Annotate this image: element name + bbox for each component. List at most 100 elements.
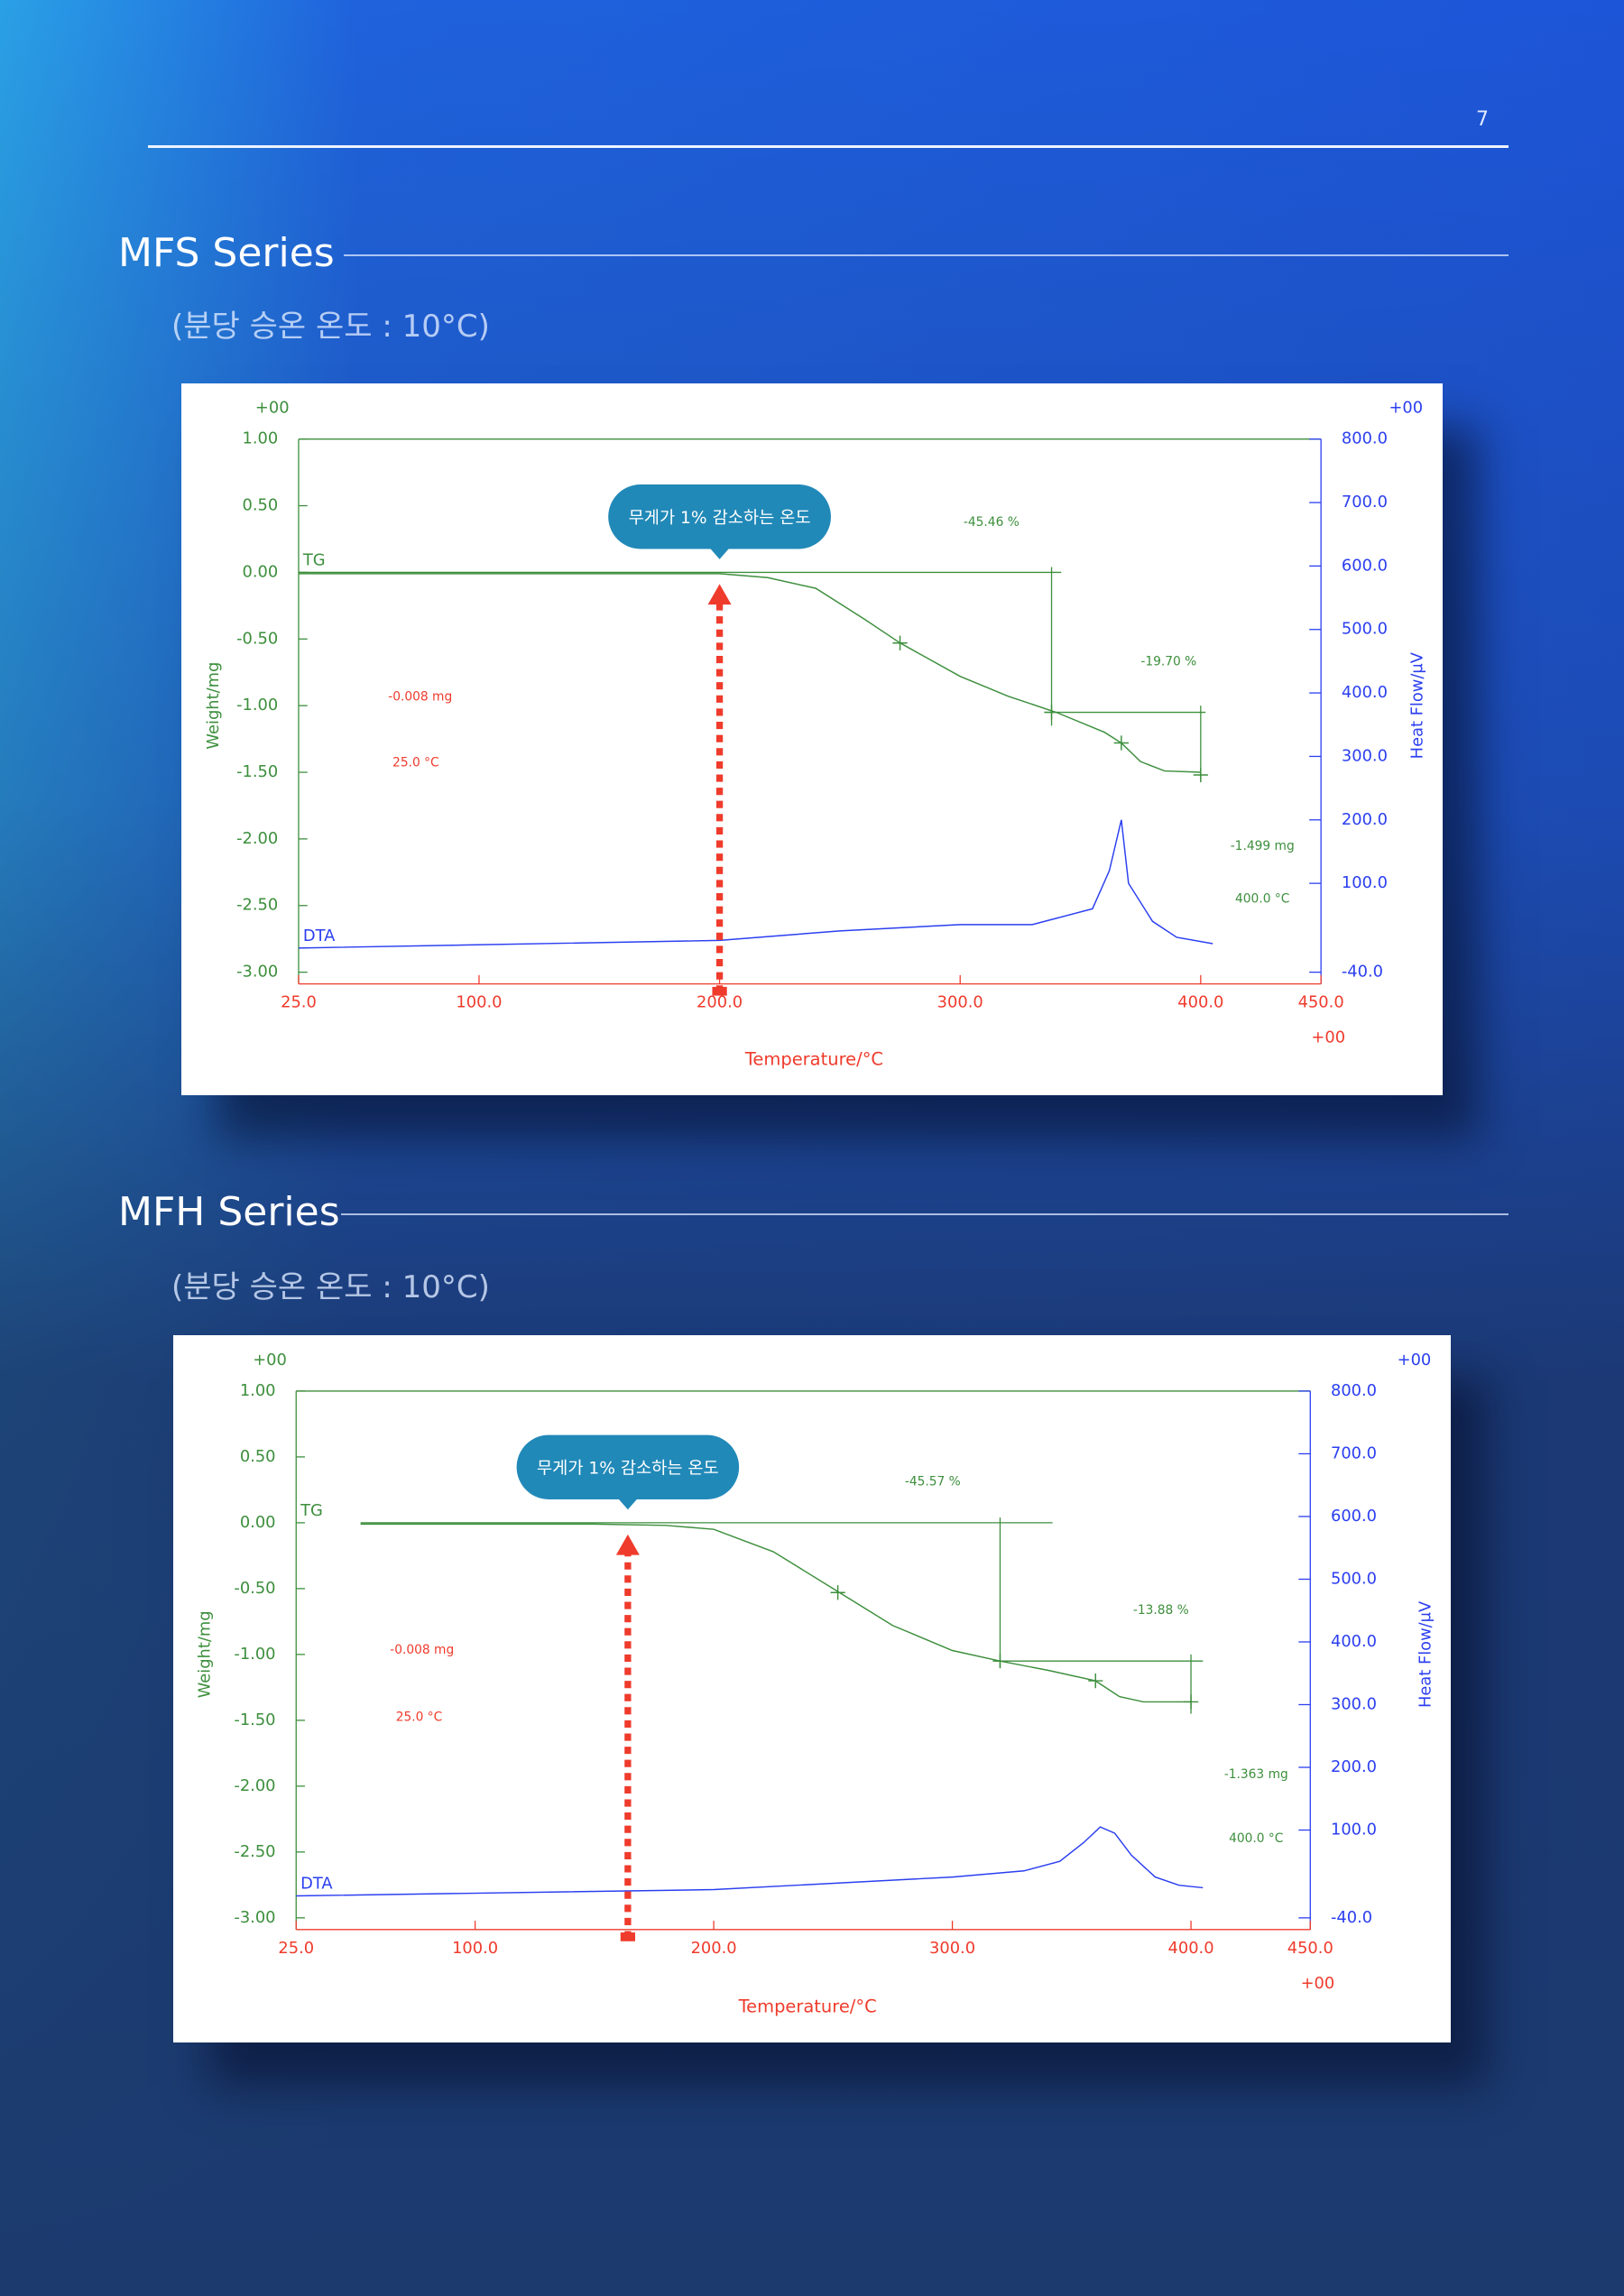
- callout-box: [516, 1434, 740, 1499]
- y-tick-label: -2.00: [234, 1776, 275, 1795]
- x-tick-label: 300.0: [937, 993, 983, 1012]
- marker-base: [620, 1932, 635, 1941]
- marker-base: [712, 986, 727, 996]
- section-title: MFS Series: [118, 230, 335, 276]
- y2-tick-label: 300.0: [1331, 1694, 1377, 1713]
- y2-tick-label: 300.0: [1342, 746, 1388, 765]
- y2-tick-label: -40.0: [1342, 963, 1383, 982]
- annotation: -13.88 %: [1133, 1603, 1189, 1618]
- y2-tick-label: 200.0: [1331, 1757, 1377, 1776]
- y2-tick-label: 800.0: [1342, 429, 1388, 448]
- y-axis-label: Weight/mg: [204, 662, 223, 750]
- y-tick-label: -3.00: [234, 1908, 275, 1927]
- step-point: [1088, 1673, 1103, 1689]
- y2-axis-label: Heat Flow/μV: [1416, 1600, 1435, 1708]
- y-tick-label: 0.50: [240, 1447, 276, 1466]
- x-tick-label: 100.0: [452, 1939, 498, 1958]
- x-axis-label: Temperature/°C: [744, 1049, 883, 1070]
- y-tick-label: 0.00: [243, 562, 279, 581]
- x-tick-label: 25.0: [281, 993, 317, 1012]
- series-label: TG: [302, 550, 326, 569]
- series-line: [298, 573, 1201, 773]
- x-tick-label: 25.0: [278, 1939, 314, 1958]
- y-exponent: +00: [253, 1351, 287, 1369]
- series-line: [360, 1523, 1192, 1703]
- y-tick-label: -2.00: [236, 829, 278, 848]
- annotation: -45.57 %: [905, 1474, 961, 1489]
- x-tick-label: 450.0: [1298, 993, 1344, 1012]
- chart: 1.00 0.50 0.00 -0.50 -1.00 -1.50 -2.00 -2.50 -3.…: [204, 399, 1426, 1070]
- callout-text: 무게가 1% 감소하는 온도: [537, 1459, 719, 1478]
- annotation: -1.363 mg: [1224, 1767, 1288, 1782]
- step-point: [1113, 735, 1129, 751]
- y-tick-label: -2.50: [236, 896, 278, 915]
- y2-tick-label: 400.0: [1331, 1632, 1377, 1651]
- series-label: TG: [300, 1501, 323, 1520]
- header-rule: [148, 145, 1509, 148]
- annotation: 25.0 °C: [392, 755, 439, 770]
- y2-tick-label: 400.0: [1342, 683, 1388, 702]
- callout-box: [608, 484, 831, 549]
- chart-card: 1.00 0.50 0.00 -0.50 -1.00 -1.50 -2.00 -2.50 -3.…: [173, 1335, 1451, 2042]
- annotation: -1.499 mg: [1231, 839, 1295, 853]
- series-line: [298, 819, 1213, 949]
- x-tick-label: 200.0: [697, 993, 743, 1012]
- section-rule: [341, 1213, 1509, 1215]
- callout-text: 무게가 1% 감소하는 온도: [629, 509, 811, 528]
- y-exponent: +00: [255, 399, 290, 418]
- step-point: [1044, 705, 1059, 720]
- step-point: [892, 635, 908, 650]
- section-rule: [344, 254, 1509, 256]
- y-tick-label: -1.50: [236, 762, 278, 781]
- y2-tick-label: -40.0: [1331, 1908, 1372, 1927]
- y-tick-label: -1.00: [234, 1645, 275, 1664]
- y2-tick-label: 200.0: [1342, 810, 1388, 829]
- x-tick-label: 400.0: [1177, 993, 1223, 1012]
- y-tick-label: 1.00: [240, 1381, 276, 1400]
- callout-tail: [617, 1498, 639, 1510]
- x-tick-label: 200.0: [691, 1939, 737, 1958]
- y2-axis-label: Heat Flow/μV: [1407, 651, 1426, 759]
- y2-tick-label: 500.0: [1342, 620, 1388, 639]
- y-tick-label: 0.00: [240, 1513, 276, 1532]
- annotation: 400.0 °C: [1235, 891, 1289, 906]
- y2-tick-label: 100.0: [1331, 1821, 1377, 1840]
- y-axis-label: Weight/mg: [196, 1610, 215, 1698]
- page-number: 7: [1476, 108, 1489, 131]
- y-tick-label: -0.50: [236, 629, 278, 648]
- y2-tick-label: 800.0: [1331, 1381, 1377, 1400]
- step-point: [1193, 767, 1208, 783]
- section-title: MFH Series: [118, 1189, 340, 1235]
- x-tick-label: 400.0: [1168, 1939, 1214, 1958]
- y-tick-label: -3.00: [236, 963, 278, 982]
- chart-card: 1.00 0.50 0.00 -0.50 -1.00 -1.50 -2.00 -2.50 -3.…: [181, 383, 1443, 1095]
- y2-tick-label: 600.0: [1331, 1507, 1377, 1526]
- y2-exponent: +00: [1389, 399, 1423, 418]
- y2-exponent: +00: [1398, 1351, 1432, 1369]
- x-tick-label: 100.0: [456, 993, 502, 1012]
- y2-tick-label: 700.0: [1342, 493, 1388, 512]
- marker-arrowhead: [707, 584, 732, 605]
- y-tick-label: 0.50: [243, 496, 279, 515]
- step-point: [830, 1585, 845, 1600]
- step-point: [992, 1654, 1008, 1669]
- series-label: DTA: [300, 1875, 333, 1894]
- y2-tick-label: 100.0: [1342, 873, 1388, 892]
- chart: 1.00 0.50 0.00 -0.50 -1.00 -1.50 -2.00 -2.50 -3.…: [196, 1351, 1435, 2016]
- x-exponent: +00: [1311, 1028, 1345, 1047]
- series-label: DTA: [303, 927, 336, 945]
- x-axis-label: Temperature/°C: [738, 1996, 877, 2016]
- section-subtitle: (분당 승온 온도 : 10°C): [171, 309, 490, 345]
- marker-arrowhead: [615, 1534, 640, 1555]
- annotation: 400.0 °C: [1229, 1831, 1283, 1846]
- y2-tick-label: 700.0: [1331, 1443, 1377, 1462]
- y2-tick-label: 600.0: [1342, 556, 1388, 575]
- step-point: [1183, 1694, 1199, 1710]
- series-line: [296, 1826, 1204, 1897]
- annotation: -0.008 mg: [390, 1643, 454, 1657]
- annotation: -45.46 %: [964, 515, 1020, 530]
- y2-tick-label: 500.0: [1331, 1569, 1377, 1588]
- x-tick-label: 300.0: [929, 1939, 975, 1958]
- y-tick-label: 1.00: [243, 429, 279, 448]
